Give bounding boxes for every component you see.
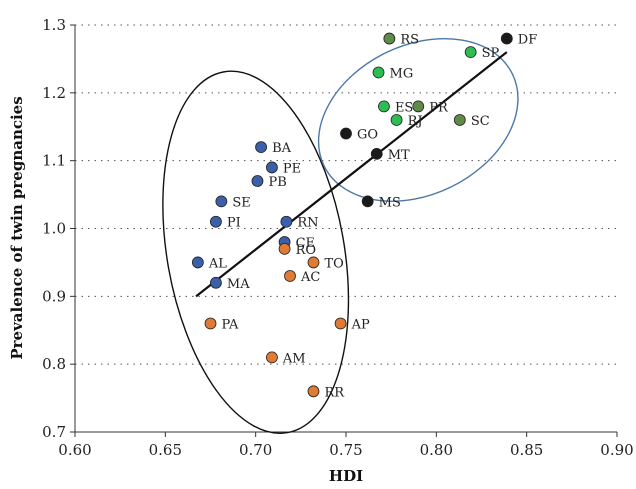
x-tick-label: 0.75 xyxy=(329,441,362,459)
cluster-ellipses xyxy=(162,37,519,434)
data-point-pi xyxy=(210,215,222,228)
point-label-al: AL xyxy=(208,256,227,271)
y-tick-label: 0.8 xyxy=(42,355,66,373)
grid-lines xyxy=(75,24,617,365)
point-label-pr: PR xyxy=(429,100,449,115)
point-label-ap: AP xyxy=(351,317,370,332)
point-label-es: ES xyxy=(395,100,413,115)
data-point-pr xyxy=(412,100,425,113)
data-point-df xyxy=(500,32,513,45)
y-tick-label: 0.7 xyxy=(42,423,66,441)
point-label-ms: MS xyxy=(379,195,401,210)
point-label-rr: RR xyxy=(324,385,345,400)
point-label-ma: MA xyxy=(227,277,250,292)
point-label-to: TO xyxy=(324,256,343,271)
x-tick-label: 0.80 xyxy=(420,441,453,459)
point-label-ac: AC xyxy=(300,270,320,285)
data-point-es xyxy=(378,100,390,113)
data-point-ac xyxy=(284,270,296,282)
point-label-sp: SP xyxy=(482,46,500,61)
point-label-rn: RN xyxy=(297,216,318,231)
y-tick-label: 0.9 xyxy=(42,287,66,305)
data-point-mg xyxy=(372,66,385,79)
y-tick-label: 1.0 xyxy=(42,220,66,238)
point-label-ce: CE xyxy=(296,236,315,251)
data-point-sc xyxy=(453,114,466,126)
data-point-sp xyxy=(464,46,477,59)
data-point-rn xyxy=(280,215,293,228)
data-point-al xyxy=(191,256,204,269)
x-axis-title: HDI xyxy=(329,467,363,485)
right-cluster-ellipse xyxy=(317,37,519,202)
x-tick-label: 0.70 xyxy=(239,441,272,459)
data-point-pe xyxy=(266,161,278,174)
point-label-pe: PE xyxy=(283,161,301,176)
y-axis-title: Prevalence of twin pregnancies xyxy=(8,96,26,359)
data-point-rj xyxy=(390,114,403,126)
data-point-rr xyxy=(307,385,320,398)
data-point-pb xyxy=(251,175,264,187)
data-point-pa xyxy=(204,317,217,330)
x-tick-label: 0.85 xyxy=(510,441,543,459)
data-point-mt xyxy=(370,147,383,160)
data-point-ms xyxy=(361,195,374,208)
point-label-ro: RO xyxy=(296,243,316,258)
point-label-se: SE xyxy=(232,195,250,210)
y-tick-label: 1.3 xyxy=(42,16,66,34)
data-point-ro xyxy=(278,242,291,255)
data-point-ap xyxy=(334,317,347,330)
data-point-to xyxy=(307,256,320,269)
x-tick-label: 0.65 xyxy=(149,441,182,459)
data-point-se xyxy=(215,195,228,208)
trend-line xyxy=(195,51,508,298)
y-tick-labels: 0.7 0.8 0.9 1.0 1.1 1.2 1.3 xyxy=(42,16,75,441)
point-label-mg: MG xyxy=(390,66,414,81)
point-label-go: GO xyxy=(357,128,378,143)
point-label-ba: BA xyxy=(272,141,292,156)
data-point-ba xyxy=(255,141,267,154)
point-label-am: AM xyxy=(282,351,306,366)
x-tick-labels: 0.60 0.65 0.70 0.75 0.80 0.85 0.90 xyxy=(58,432,634,459)
axes xyxy=(74,25,617,433)
data-point-ma xyxy=(210,276,222,289)
x-tick-label: 0.90 xyxy=(600,441,633,459)
data-point-am xyxy=(266,351,278,364)
point-label-rj: RJ xyxy=(408,114,423,129)
y-tick-label: 1.2 xyxy=(42,84,66,102)
point-label-sc: SC xyxy=(471,114,490,129)
point-label-pi: PI xyxy=(227,216,241,231)
point-label-pa: PA xyxy=(222,317,240,332)
point-label-df: DF xyxy=(518,33,537,48)
x-tick-label: 0.60 xyxy=(58,441,91,459)
data-point-rs xyxy=(383,32,396,45)
y-tick-label: 1.1 xyxy=(42,152,66,170)
left-cluster-ellipse xyxy=(162,70,350,434)
point-label-pb: PB xyxy=(268,175,286,190)
point-label-mt: MT xyxy=(388,148,410,163)
point-label-rs: RS xyxy=(400,33,419,48)
data-point-go xyxy=(340,127,352,140)
